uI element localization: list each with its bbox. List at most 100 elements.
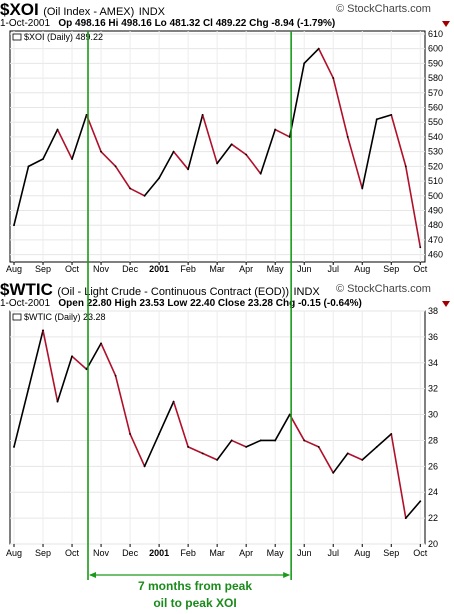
series-segment — [187, 446, 204, 455]
data-point — [404, 165, 407, 168]
y-tick-label: 480 — [428, 220, 443, 230]
series-segment — [346, 136, 364, 190]
series-segment — [158, 400, 175, 435]
series-segment — [375, 433, 393, 448]
data-point — [42, 158, 44, 160]
series-segment — [332, 452, 349, 474]
data-point — [288, 413, 291, 416]
series-legend: $WTIC (Daily) 23.28 — [24, 312, 106, 322]
series-segment — [13, 387, 30, 448]
x-tick-label: Aug — [354, 264, 370, 274]
series-segment — [27, 158, 44, 168]
x-tick-label: Oct — [413, 264, 428, 274]
data-point — [288, 136, 291, 138]
legend-swatch — [12, 313, 22, 321]
series-segment — [390, 433, 407, 519]
x-tick-label: May — [267, 264, 285, 274]
data-point — [303, 439, 306, 442]
data-point — [143, 194, 146, 197]
data-point — [375, 446, 378, 448]
x-tick-label: Mar — [209, 548, 225, 558]
x-tick-label: Dec — [122, 548, 139, 558]
y-tick-label: 470 — [428, 235, 443, 245]
series-segment — [361, 446, 378, 461]
data-point — [317, 446, 320, 448]
xoi-close: Cl 489.22 — [202, 18, 247, 29]
data-point — [375, 118, 378, 121]
x-tick-label: Aug — [6, 264, 22, 274]
wtic-header: $WTIC (Oil - Light Crude - Continuous Co… — [0, 280, 320, 300]
data-point — [27, 387, 30, 390]
y-tick-label: 34 — [428, 358, 438, 368]
data-point — [143, 465, 146, 468]
xoi-open: Op 498.16 — [58, 18, 106, 29]
data-point — [274, 439, 277, 442]
xoi-low: Lo 481.32 — [154, 18, 201, 29]
data-point — [114, 374, 117, 377]
series-segment — [303, 47, 320, 65]
series-segment — [13, 165, 30, 227]
x-tick-label: Oct — [65, 548, 80, 558]
legend-swatch — [12, 33, 22, 41]
x-tick-label: Jul — [327, 548, 339, 558]
data-point — [245, 153, 248, 156]
annotation-line-1: 7 months from peak — [137, 579, 253, 593]
x-tick-label: 2001 — [149, 548, 169, 558]
data-point — [85, 113, 88, 116]
xoi-date: 1-Oct-2001 — [0, 18, 51, 29]
data-point — [56, 128, 59, 131]
data-point — [187, 446, 190, 448]
series-segment — [361, 118, 378, 190]
x-tick-label: Sep — [383, 548, 399, 558]
data-point — [303, 62, 306, 65]
series-segment — [42, 329, 59, 403]
data-point — [56, 400, 59, 403]
data-point — [114, 165, 117, 168]
data-point — [71, 158, 73, 160]
x-tick-label: Aug — [6, 548, 22, 558]
series-segment — [56, 128, 73, 160]
series-segment — [85, 342, 102, 371]
data-point — [129, 187, 131, 190]
series-segment — [332, 77, 349, 138]
y-tick-label: 520 — [428, 161, 443, 171]
y-tick-label: 610 — [428, 29, 443, 39]
data-point — [42, 329, 44, 332]
series-segment — [288, 62, 306, 138]
data-point — [274, 128, 277, 131]
y-tick-label: 490 — [428, 206, 443, 216]
wtic-quote-row: 1-Oct-2001 Open 22.80 High 23.53 Low 22.… — [0, 298, 362, 309]
series-segment — [42, 128, 59, 160]
series-segment — [114, 165, 131, 190]
series-segment — [201, 452, 218, 461]
x-tick-label: Jun — [297, 548, 312, 558]
data-point — [71, 355, 73, 358]
x-tick-label: Oct — [65, 264, 80, 274]
data-point — [332, 471, 335, 474]
y-tick-label: 460 — [428, 250, 443, 260]
y-tick-label: 22 — [428, 513, 438, 523]
y-tick-label: 530 — [428, 147, 443, 157]
x-tick-label: 2001 — [149, 264, 169, 274]
xoi-exchange: INDX — [138, 6, 166, 18]
series-segment — [114, 374, 131, 435]
data-point — [259, 172, 262, 175]
wtic-change: Chg -0.15 (-0.64%) — [275, 298, 362, 309]
y-tick-label: 32 — [428, 384, 438, 394]
y-tick-label: 540 — [428, 132, 443, 142]
series-segment — [230, 439, 247, 448]
x-tick-label: Jun — [297, 264, 312, 274]
series-segment — [216, 143, 233, 165]
series-segment — [100, 342, 117, 377]
data-point — [172, 400, 175, 403]
series-segment — [172, 150, 189, 171]
data-point — [201, 113, 204, 116]
data-point — [158, 177, 161, 180]
wtic-symbol: $WTIC — [0, 280, 53, 299]
series-segment — [187, 114, 204, 171]
series-segment — [317, 47, 335, 79]
series-segment — [158, 150, 175, 179]
data-point — [346, 136, 349, 138]
x-tick-label: Sep — [35, 548, 51, 558]
